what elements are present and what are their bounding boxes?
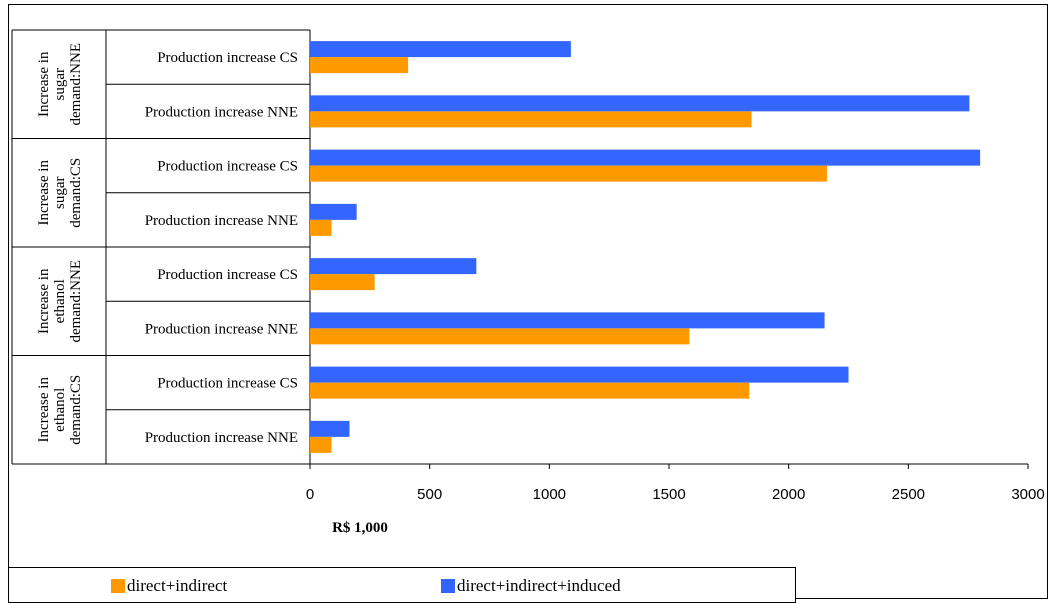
group-label-line: ethanol (52, 388, 68, 432)
bar-direct-indirect-induced (310, 203, 357, 220)
legend: direct+indirect direct+indirect+induced (8, 567, 796, 603)
bar-direct-indirect (310, 274, 375, 291)
category-label: Production increase NNE (145, 430, 298, 446)
x-tick-label: 0 (306, 486, 314, 503)
group-label-line: Increase in (36, 268, 52, 334)
category-label: Production increase CS (157, 50, 298, 66)
bar-direct-indirect (310, 219, 332, 236)
legend-item-direct-indirect-induced: direct+indirect+induced (441, 576, 621, 596)
legend-label-direct-indirect-induced: direct+indirect+induced (457, 576, 621, 595)
bar-direct-indirect (310, 165, 827, 182)
group-label-line: demand:CS (68, 158, 84, 228)
group-label-line: demand:NNE (68, 43, 84, 125)
bar-direct-indirect (310, 111, 752, 128)
bar-direct-indirect-induced (310, 366, 849, 383)
group-label-line: Increase in (36, 51, 52, 117)
x-tick-label: 500 (417, 486, 442, 503)
legend-label-direct-indirect: direct+indirect (127, 576, 228, 595)
bar-direct-indirect-induced (310, 258, 477, 275)
x-tick-label: 2000 (772, 486, 805, 503)
group-label-line: ethanol (52, 279, 68, 323)
category-label: Production increase CS (157, 159, 298, 175)
legend-swatch-orange (111, 579, 125, 593)
group-label: Increase inethanoldemand:CS (36, 375, 84, 445)
x-tick-label: 1000 (533, 486, 566, 503)
bar-direct-indirect (310, 382, 750, 399)
group-label: Increase insugardemand:CS (36, 158, 84, 228)
bar-direct-indirect (310, 436, 332, 453)
x-tick-label: 1500 (652, 486, 685, 503)
bar-direct-indirect-induced (310, 312, 825, 329)
legend-swatch-blue (441, 579, 455, 593)
group-label-line: Increase in (36, 160, 52, 226)
group-label-line: Increase in (36, 377, 52, 443)
x-axis-title: R$ 1,000 (332, 520, 388, 536)
x-tick-label: 2500 (892, 486, 925, 503)
bar-direct-indirect-induced (310, 149, 981, 166)
group-label: Increase insugardemand:NNE (36, 43, 84, 125)
group-label-line: demand:NNE (68, 260, 84, 342)
x-tick-label: 3000 (1011, 486, 1044, 503)
bar-direct-indirect-induced (310, 95, 970, 112)
bar-direct-indirect-induced (310, 41, 571, 58)
category-label: Production increase NNE (145, 104, 298, 120)
group-label-line: sugar (52, 177, 68, 210)
group-label-line: demand:CS (68, 375, 84, 445)
category-label: Production increase CS (157, 267, 298, 283)
category-label: Production increase NNE (145, 213, 298, 229)
bar-direct-indirect (310, 328, 690, 345)
bar-direct-indirect-induced (310, 420, 350, 437)
category-label: Production increase CS (157, 376, 298, 392)
category-label: Production increase NNE (145, 321, 298, 337)
legend-item-direct-indirect: direct+indirect (111, 576, 227, 596)
bar-direct-indirect (310, 57, 409, 74)
group-label-line: sugar (52, 68, 68, 101)
group-label: Increase inethanoldemand:NNE (36, 260, 84, 342)
